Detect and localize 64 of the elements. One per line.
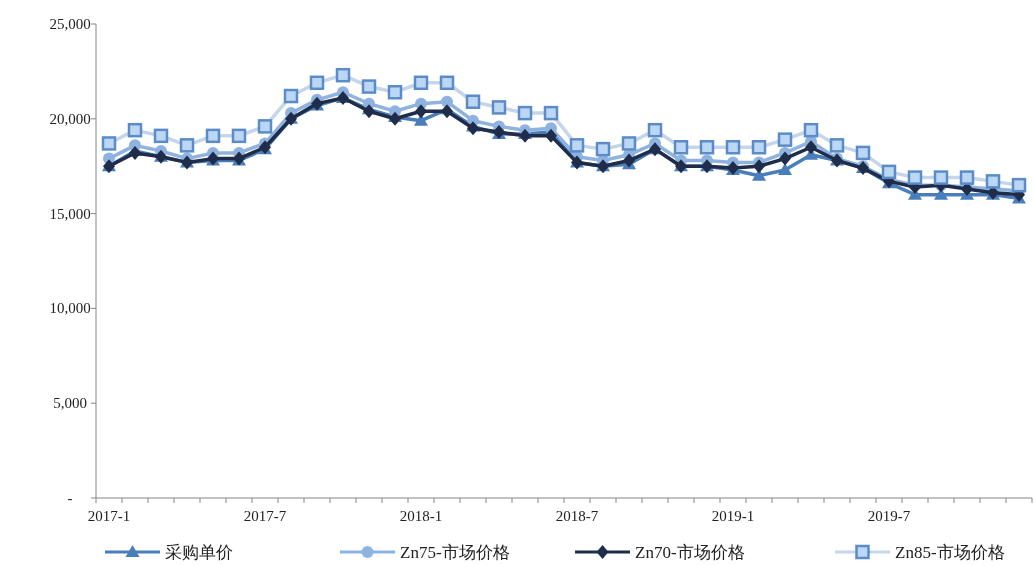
point — [439, 75, 455, 91]
point — [205, 128, 221, 144]
legend-label: Zn70-市场价格 — [635, 543, 745, 562]
point — [725, 139, 741, 155]
point — [231, 128, 247, 144]
x-tick-label: 2019-7 — [867, 508, 911, 524]
point — [335, 67, 351, 83]
point — [465, 94, 481, 109]
point — [647, 122, 663, 138]
point — [595, 141, 611, 157]
point — [387, 85, 403, 100]
legend-label: 采购单价 — [165, 543, 233, 562]
y-tick-label: 5,000 — [53, 395, 87, 412]
point — [127, 122, 143, 138]
point — [467, 121, 479, 136]
point — [363, 104, 375, 119]
point — [257, 119, 273, 134]
point — [621, 136, 637, 151]
point — [959, 170, 975, 185]
point — [441, 95, 453, 108]
point — [543, 105, 559, 121]
x-tick-label: 2019-1 — [711, 508, 755, 524]
point — [179, 138, 195, 153]
point — [778, 162, 792, 175]
point — [153, 128, 169, 144]
point — [829, 138, 845, 153]
x-tick-label: 2017-7 — [243, 508, 287, 524]
x-tick-label: 2018-7 — [555, 508, 599, 524]
point — [777, 132, 793, 147]
point — [985, 174, 1001, 189]
point — [101, 136, 117, 151]
point — [519, 128, 531, 143]
point — [623, 153, 635, 168]
point — [855, 145, 871, 161]
y-tick-label: 20,000 — [49, 110, 91, 127]
point — [491, 100, 507, 115]
point — [441, 104, 453, 119]
point — [753, 159, 765, 174]
point — [699, 139, 715, 155]
x-tick-label: 2018-1 — [399, 508, 443, 524]
point — [1011, 177, 1027, 193]
y-tick-label: - — [67, 490, 73, 506]
point — [545, 128, 557, 143]
point — [569, 138, 585, 153]
point — [415, 104, 427, 119]
point — [361, 79, 377, 94]
y-tick-label: 10,000 — [49, 300, 91, 317]
point — [673, 139, 689, 155]
point — [933, 170, 949, 185]
point — [779, 151, 791, 166]
point — [803, 122, 819, 138]
point — [309, 75, 325, 91]
point — [283, 88, 299, 104]
point — [517, 105, 533, 121]
legend-label: Zn75-市场价格 — [400, 543, 510, 562]
point — [751, 139, 767, 155]
y-tick-label: 15,000 — [49, 205, 91, 222]
point — [413, 75, 429, 91]
point — [881, 164, 897, 180]
point — [805, 140, 817, 155]
legend-label: Zn85-市场价格 — [895, 543, 1005, 562]
x-tick-label: 2017-1 — [87, 508, 131, 524]
y-tick-label: 25,000 — [49, 16, 91, 32]
point — [907, 170, 923, 185]
